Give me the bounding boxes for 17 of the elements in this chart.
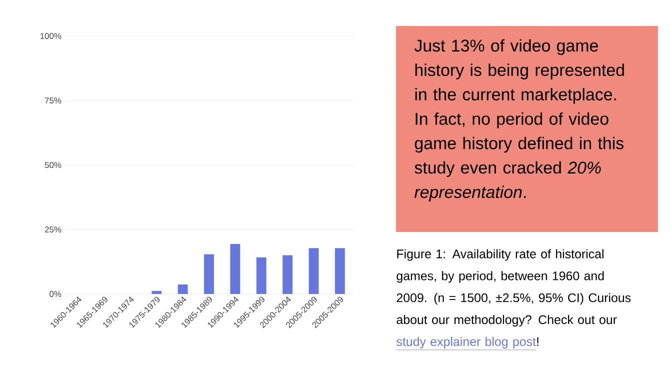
bar xyxy=(178,284,188,294)
bar xyxy=(152,290,162,294)
y-tick-label: 25% xyxy=(44,226,62,232)
y-tick-label: 50% xyxy=(44,162,62,168)
text: ! xyxy=(537,337,538,346)
y-tick-label: 75% xyxy=(44,98,62,104)
caption: Figure 1: Availability rate of historical games, by period, between 1960 and 2009. (n = 1500, ±2.5%, 95% CI) Curious about our methodology? Check out our xyxy=(396,249,631,327)
text: Just 13% of video game history is being represented in the current marketplace. In fact, no period of video game history defined in this study even cracked 20% representation. xyxy=(414,39,624,202)
bar xyxy=(308,248,319,294)
bar xyxy=(334,248,345,294)
bar xyxy=(282,255,293,294)
bar xyxy=(204,254,214,294)
bar xyxy=(230,244,240,294)
text: study explainer blog post xyxy=(396,336,536,348)
y-tick-label: 0% xyxy=(50,291,62,297)
bar xyxy=(256,257,266,294)
y-tick-label: 100% xyxy=(40,33,62,39)
